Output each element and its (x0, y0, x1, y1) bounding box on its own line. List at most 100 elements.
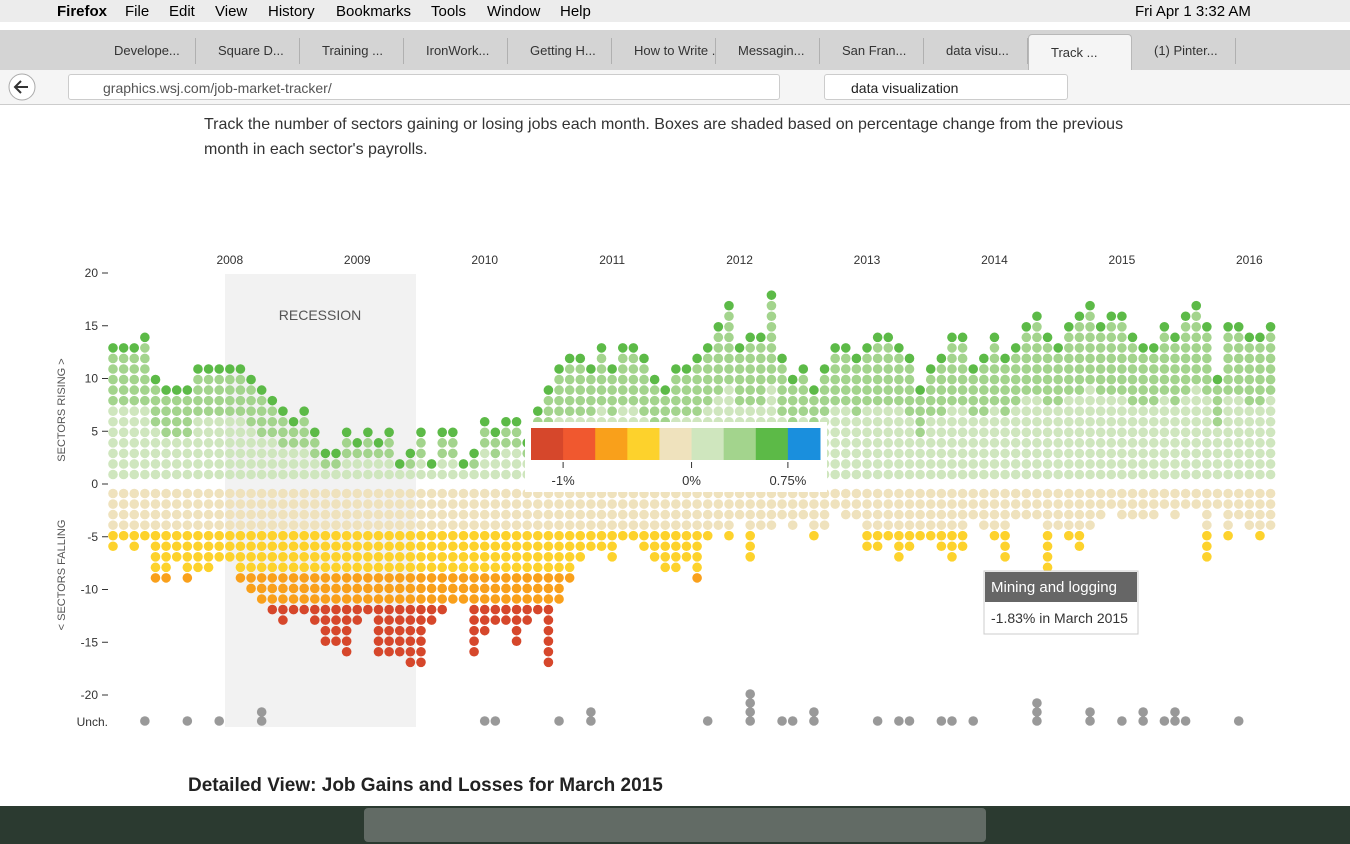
dot (1255, 509, 1265, 520)
dot (936, 716, 947, 726)
dot (936, 416, 947, 427)
dot (267, 488, 278, 499)
dot (1117, 353, 1127, 364)
tab[interactable]: IronWork... (404, 38, 508, 64)
dot (437, 448, 448, 459)
tab[interactable]: (1) Pinter... (1132, 38, 1236, 64)
dot (586, 707, 596, 717)
dot (1170, 509, 1180, 520)
dot (479, 604, 490, 615)
dot (267, 530, 278, 541)
dot (1191, 406, 1202, 417)
dot (575, 530, 586, 541)
menu-item[interactable]: View (215, 3, 248, 20)
dot (501, 520, 511, 530)
tab[interactable]: data visu... (924, 38, 1028, 64)
dot (171, 448, 182, 459)
dot (161, 427, 171, 438)
dot (490, 438, 501, 448)
tab[interactable]: Messagin... (716, 38, 820, 64)
dot (1042, 541, 1053, 552)
dot (681, 499, 692, 509)
menu-item[interactable]: Firefox (57, 3, 108, 20)
menu-item[interactable]: Help (560, 3, 591, 20)
dot (1159, 385, 1170, 395)
dot (564, 395, 575, 406)
dot (108, 469, 118, 480)
tab[interactable]: How to Write ... (612, 38, 716, 64)
dot (1000, 427, 1010, 438)
dot (766, 290, 777, 300)
menu-item[interactable]: Bookmarks (336, 3, 412, 20)
dot (352, 488, 363, 499)
tab[interactable]: Training ... (300, 38, 404, 64)
dot-column (182, 488, 193, 583)
dot (278, 562, 288, 573)
dot (108, 541, 118, 552)
dot (1032, 469, 1042, 480)
dot-column (511, 488, 522, 646)
y-tick-label: -20 (81, 688, 99, 702)
dot (1212, 395, 1223, 406)
dot (405, 541, 416, 552)
menu-item[interactable]: File (125, 3, 150, 20)
dot (1255, 374, 1265, 385)
dot (1255, 395, 1265, 406)
tab[interactable]: Track ... (1028, 34, 1132, 70)
dot (586, 520, 596, 530)
dot (1255, 488, 1265, 499)
dot (288, 604, 299, 615)
dot (246, 583, 256, 594)
dot (1010, 385, 1021, 395)
tab[interactable]: Square D... (196, 38, 300, 64)
menu-item[interactable]: Window (487, 3, 541, 20)
dot (724, 300, 734, 311)
dot (1074, 374, 1085, 385)
dot (182, 509, 193, 520)
dot (915, 488, 925, 499)
dot-column (448, 427, 458, 480)
dot (278, 416, 288, 427)
dot (469, 615, 479, 625)
dot (554, 562, 564, 573)
dot (129, 530, 140, 541)
tab[interactable]: Getting H... (508, 38, 612, 64)
dot (989, 438, 1000, 448)
dot (660, 385, 671, 395)
dot (522, 583, 532, 594)
dot (416, 488, 426, 499)
dot (1042, 448, 1053, 459)
dot (862, 364, 872, 374)
dot-column (1138, 488, 1148, 520)
dot (1021, 385, 1032, 395)
menu-item[interactable]: Tools (431, 3, 467, 20)
dot (915, 520, 925, 530)
dot (564, 520, 575, 530)
tab[interactable]: Develope... (92, 38, 196, 64)
dot (1202, 438, 1212, 448)
dot (681, 551, 692, 562)
search-bar[interactable]: data visualization (824, 74, 1068, 100)
url-bar[interactable]: graphics.wsj.com/job-market-tracker/ (68, 74, 780, 100)
menu-item[interactable]: Edit (169, 3, 195, 20)
dot (883, 530, 894, 541)
dot (1074, 541, 1085, 552)
dot (660, 499, 671, 509)
dot-column (554, 488, 564, 604)
dot-column (1117, 716, 1127, 726)
dot (872, 469, 883, 480)
dot (150, 438, 161, 448)
dot (1170, 499, 1180, 509)
dot (947, 353, 957, 364)
tab[interactable]: San Fran... (820, 38, 924, 64)
dot (299, 469, 309, 480)
dot (522, 499, 532, 509)
dot (1223, 499, 1233, 509)
menu-item[interactable]: History (268, 3, 315, 20)
back-button[interactable] (6, 72, 66, 102)
dot (108, 343, 118, 353)
dot (405, 459, 416, 469)
dot (278, 530, 288, 541)
dot (416, 469, 426, 480)
dot (692, 374, 702, 385)
